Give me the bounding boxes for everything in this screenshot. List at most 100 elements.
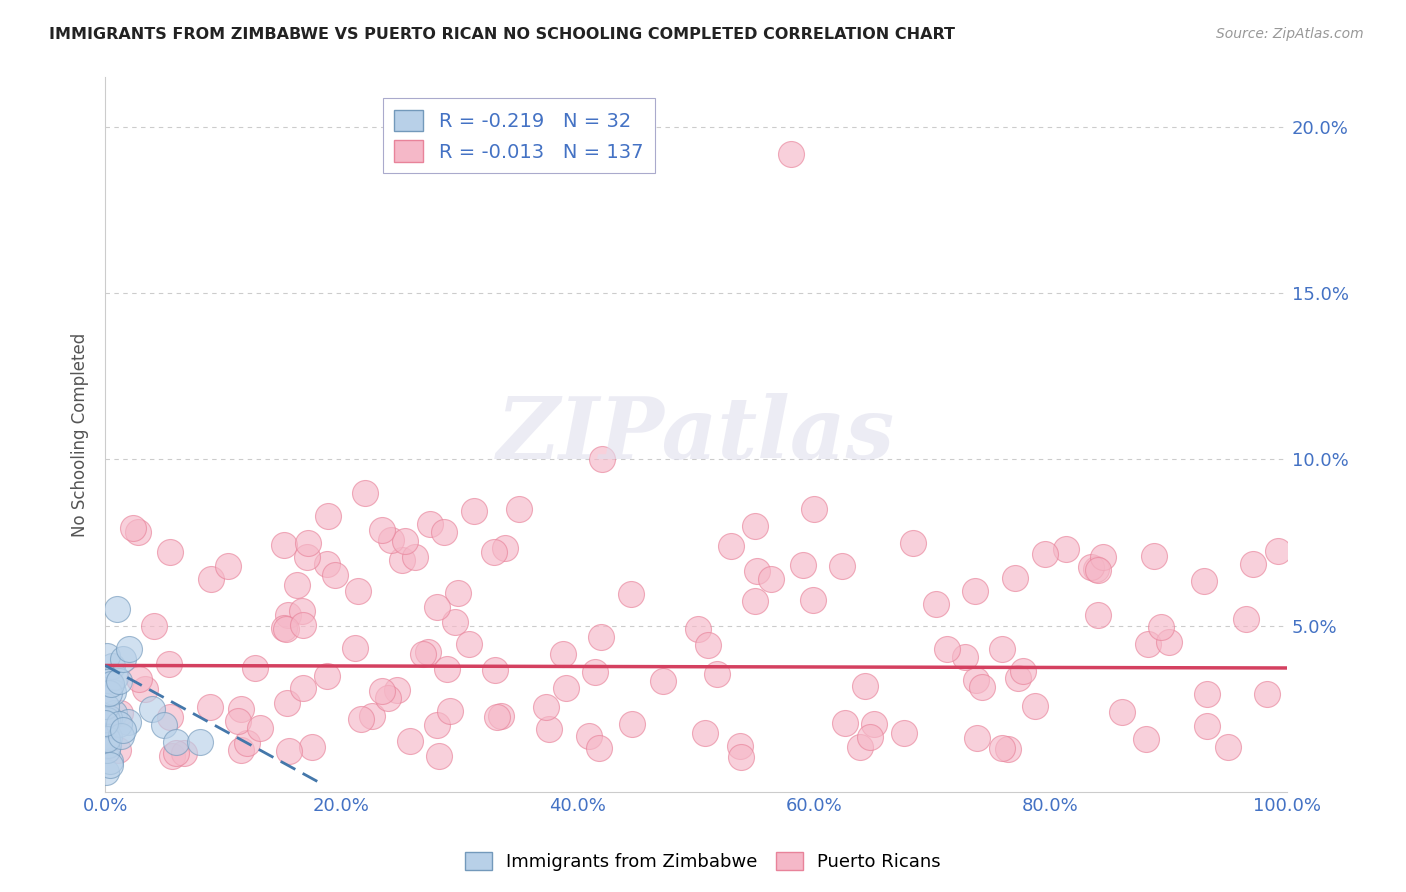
Point (792, 558, 814, 573)
Point (1136, 637, 1159, 651)
Point (589, 630, 612, 644)
Point (226, 714, 249, 729)
Point (991, 641, 1014, 656)
Point (200, 572, 222, 586)
Point (1012, 664, 1035, 678)
Point (108, 673, 131, 688)
Point (853, 679, 876, 693)
Point (249, 722, 271, 736)
Point (108, 706, 131, 721)
Point (165, 746, 187, 760)
Point (316, 508, 339, 523)
Point (385, 683, 408, 698)
Point (588, 741, 610, 756)
Point (759, 572, 782, 586)
Point (730, 750, 752, 764)
Point (404, 550, 426, 565)
Point (96, 731, 118, 746)
Point (538, 723, 561, 737)
Point (924, 597, 946, 611)
Point (153, 718, 176, 732)
Point (316, 669, 339, 683)
Point (98, 757, 121, 772)
Point (418, 645, 440, 659)
Point (436, 662, 458, 676)
Point (1004, 571, 1026, 585)
Point (849, 740, 872, 755)
Point (485, 709, 508, 723)
Point (1256, 687, 1278, 701)
Point (96, 743, 118, 757)
Point (484, 544, 506, 558)
Point (98, 711, 121, 725)
Point (551, 647, 574, 661)
Point (803, 502, 825, 516)
Point (236, 736, 259, 750)
Point (394, 534, 416, 549)
Point (893, 726, 915, 740)
Point (686, 622, 709, 636)
Point (620, 587, 643, 601)
Point (1241, 558, 1264, 572)
Point (276, 696, 298, 710)
Point (323, 567, 346, 582)
Point (141, 701, 163, 715)
Point (1143, 549, 1166, 563)
Point (1149, 620, 1171, 634)
Point (744, 593, 766, 607)
Point (801, 593, 824, 607)
Point (953, 650, 976, 665)
Point (361, 709, 384, 723)
Point (103, 706, 125, 721)
Point (965, 673, 987, 688)
Point (398, 733, 420, 747)
Point (447, 586, 470, 600)
Point (863, 716, 886, 731)
Point (118, 641, 141, 656)
Point (508, 502, 530, 516)
Point (463, 504, 485, 518)
Point (1194, 574, 1216, 588)
Point (295, 550, 318, 565)
Point (117, 714, 139, 729)
Point (274, 622, 297, 636)
Point (97, 738, 120, 752)
Point (97, 673, 120, 687)
Point (273, 538, 295, 552)
Point (747, 564, 769, 578)
Point (159, 710, 181, 724)
Point (111, 723, 134, 737)
Point (1135, 731, 1157, 746)
Point (316, 557, 339, 571)
Point (377, 691, 399, 706)
Point (101, 659, 124, 673)
Point (165, 735, 187, 749)
Point (101, 684, 124, 698)
Point (859, 731, 882, 745)
Point (720, 539, 742, 553)
Point (1085, 562, 1108, 576)
Point (412, 648, 434, 662)
Point (834, 715, 856, 730)
Point (94, 729, 117, 743)
Point (391, 553, 413, 567)
Point (1111, 705, 1133, 719)
Point (583, 665, 606, 680)
Text: Source: ZipAtlas.com: Source: ZipAtlas.com (1216, 27, 1364, 41)
Point (1087, 563, 1109, 577)
Point (188, 735, 211, 749)
Point (143, 619, 166, 633)
Point (159, 545, 181, 559)
Point (997, 742, 1019, 756)
Point (229, 702, 252, 716)
Point (94, 764, 117, 779)
Point (104, 670, 127, 684)
Point (427, 748, 450, 763)
Point (111, 652, 134, 666)
Point (1080, 559, 1102, 574)
Point (652, 674, 675, 689)
Point (157, 657, 180, 672)
Point (173, 746, 195, 760)
Point (110, 729, 132, 743)
Point (128, 673, 150, 687)
